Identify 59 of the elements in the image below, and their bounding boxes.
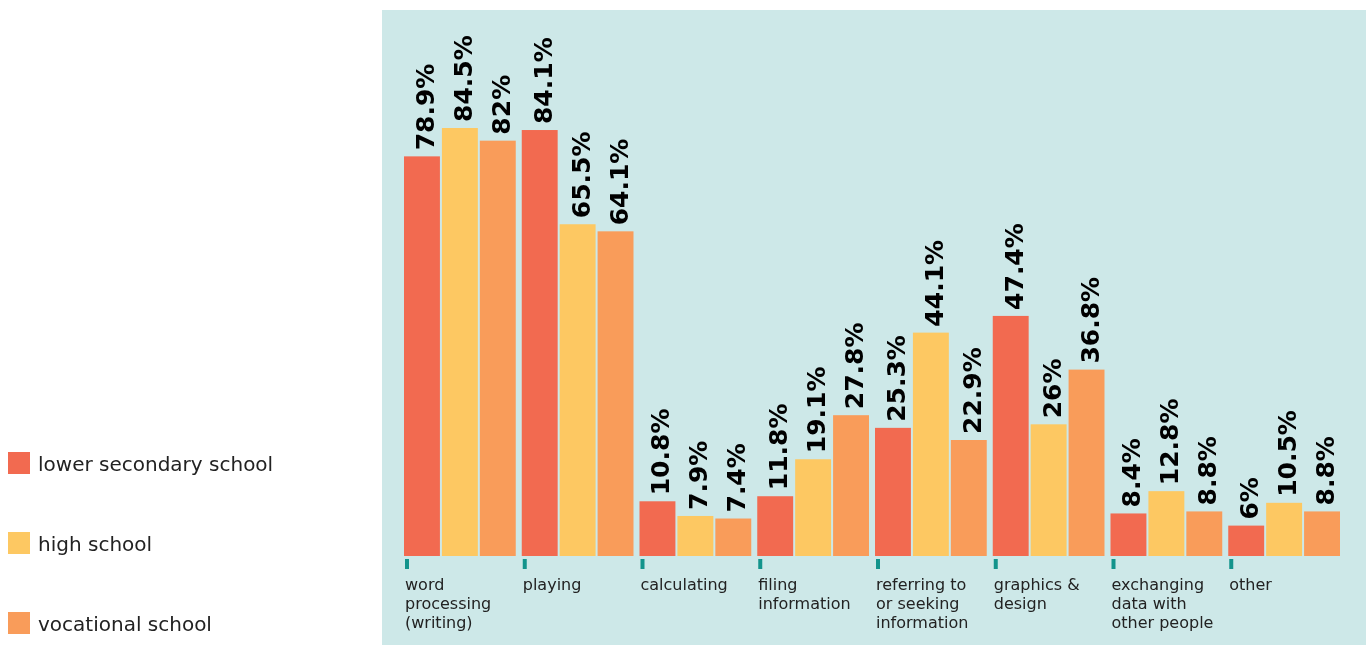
x-tick-label: calculating — [640, 575, 728, 594]
data-label: 12.8% — [1155, 398, 1185, 486]
data-label: 10.8% — [646, 408, 676, 496]
data-label: 7.4% — [722, 443, 752, 513]
x-tick-label: word processing (writing) — [405, 575, 492, 632]
x-tick-label: other — [1229, 575, 1273, 594]
x-tick-label: playing — [522, 575, 582, 594]
bar — [875, 427, 911, 556]
bar — [1068, 369, 1105, 556]
bar — [715, 518, 752, 556]
data-label: 82% — [486, 74, 516, 135]
x-tick-label: exchanging data with other people — [1111, 575, 1214, 632]
legend-label: high school — [38, 532, 153, 556]
bar — [404, 156, 440, 556]
bar — [677, 515, 714, 556]
bar — [1110, 513, 1147, 556]
bar — [1228, 525, 1265, 556]
data-label: 47.4% — [999, 223, 1029, 310]
data-label: 6% — [1235, 477, 1265, 520]
data-label: 78.9% — [410, 63, 440, 151]
bar — [950, 440, 987, 556]
bar — [1030, 424, 1067, 556]
data-label: 8.8% — [1311, 436, 1341, 506]
data-label: 27.8% — [840, 322, 870, 410]
bar — [795, 459, 832, 556]
data-label: 36.8% — [1075, 276, 1105, 364]
data-label: 84.5% — [448, 35, 478, 122]
bar — [597, 231, 634, 556]
legend-label: vocational school — [38, 612, 212, 636]
bar — [1266, 502, 1303, 556]
data-label: 64.1% — [604, 138, 634, 226]
data-label: 19.1% — [802, 366, 832, 454]
bar — [1304, 511, 1340, 556]
bar — [833, 415, 869, 556]
bar — [912, 332, 949, 556]
x-tick-label: filing information — [758, 575, 851, 613]
bar — [1148, 491, 1185, 556]
bar — [992, 315, 1029, 556]
data-label: 44.1% — [919, 239, 949, 327]
legend-label: lower secondary school — [38, 452, 274, 476]
x-tick-label: referring to or seeking information — [876, 575, 969, 632]
data-label: 10.5% — [1273, 410, 1303, 497]
data-label: 8.4% — [1117, 438, 1147, 508]
data-label: 26% — [1037, 358, 1067, 419]
data-label: 84.1% — [528, 37, 558, 125]
bar — [441, 128, 478, 556]
bar — [521, 130, 558, 556]
data-label: 22.9% — [957, 347, 987, 435]
bar — [639, 501, 676, 556]
data-label: 11.8% — [764, 403, 794, 491]
data-label: 65.5% — [566, 131, 596, 219]
bar — [559, 224, 596, 556]
bar — [757, 496, 794, 556]
bar — [479, 140, 516, 556]
x-tick-label: graphics & design — [993, 575, 1080, 613]
data-label: 7.9% — [684, 440, 714, 510]
bar — [1186, 511, 1223, 556]
data-label: 25.3% — [881, 335, 911, 422]
data-label: 8.8% — [1193, 436, 1223, 506]
